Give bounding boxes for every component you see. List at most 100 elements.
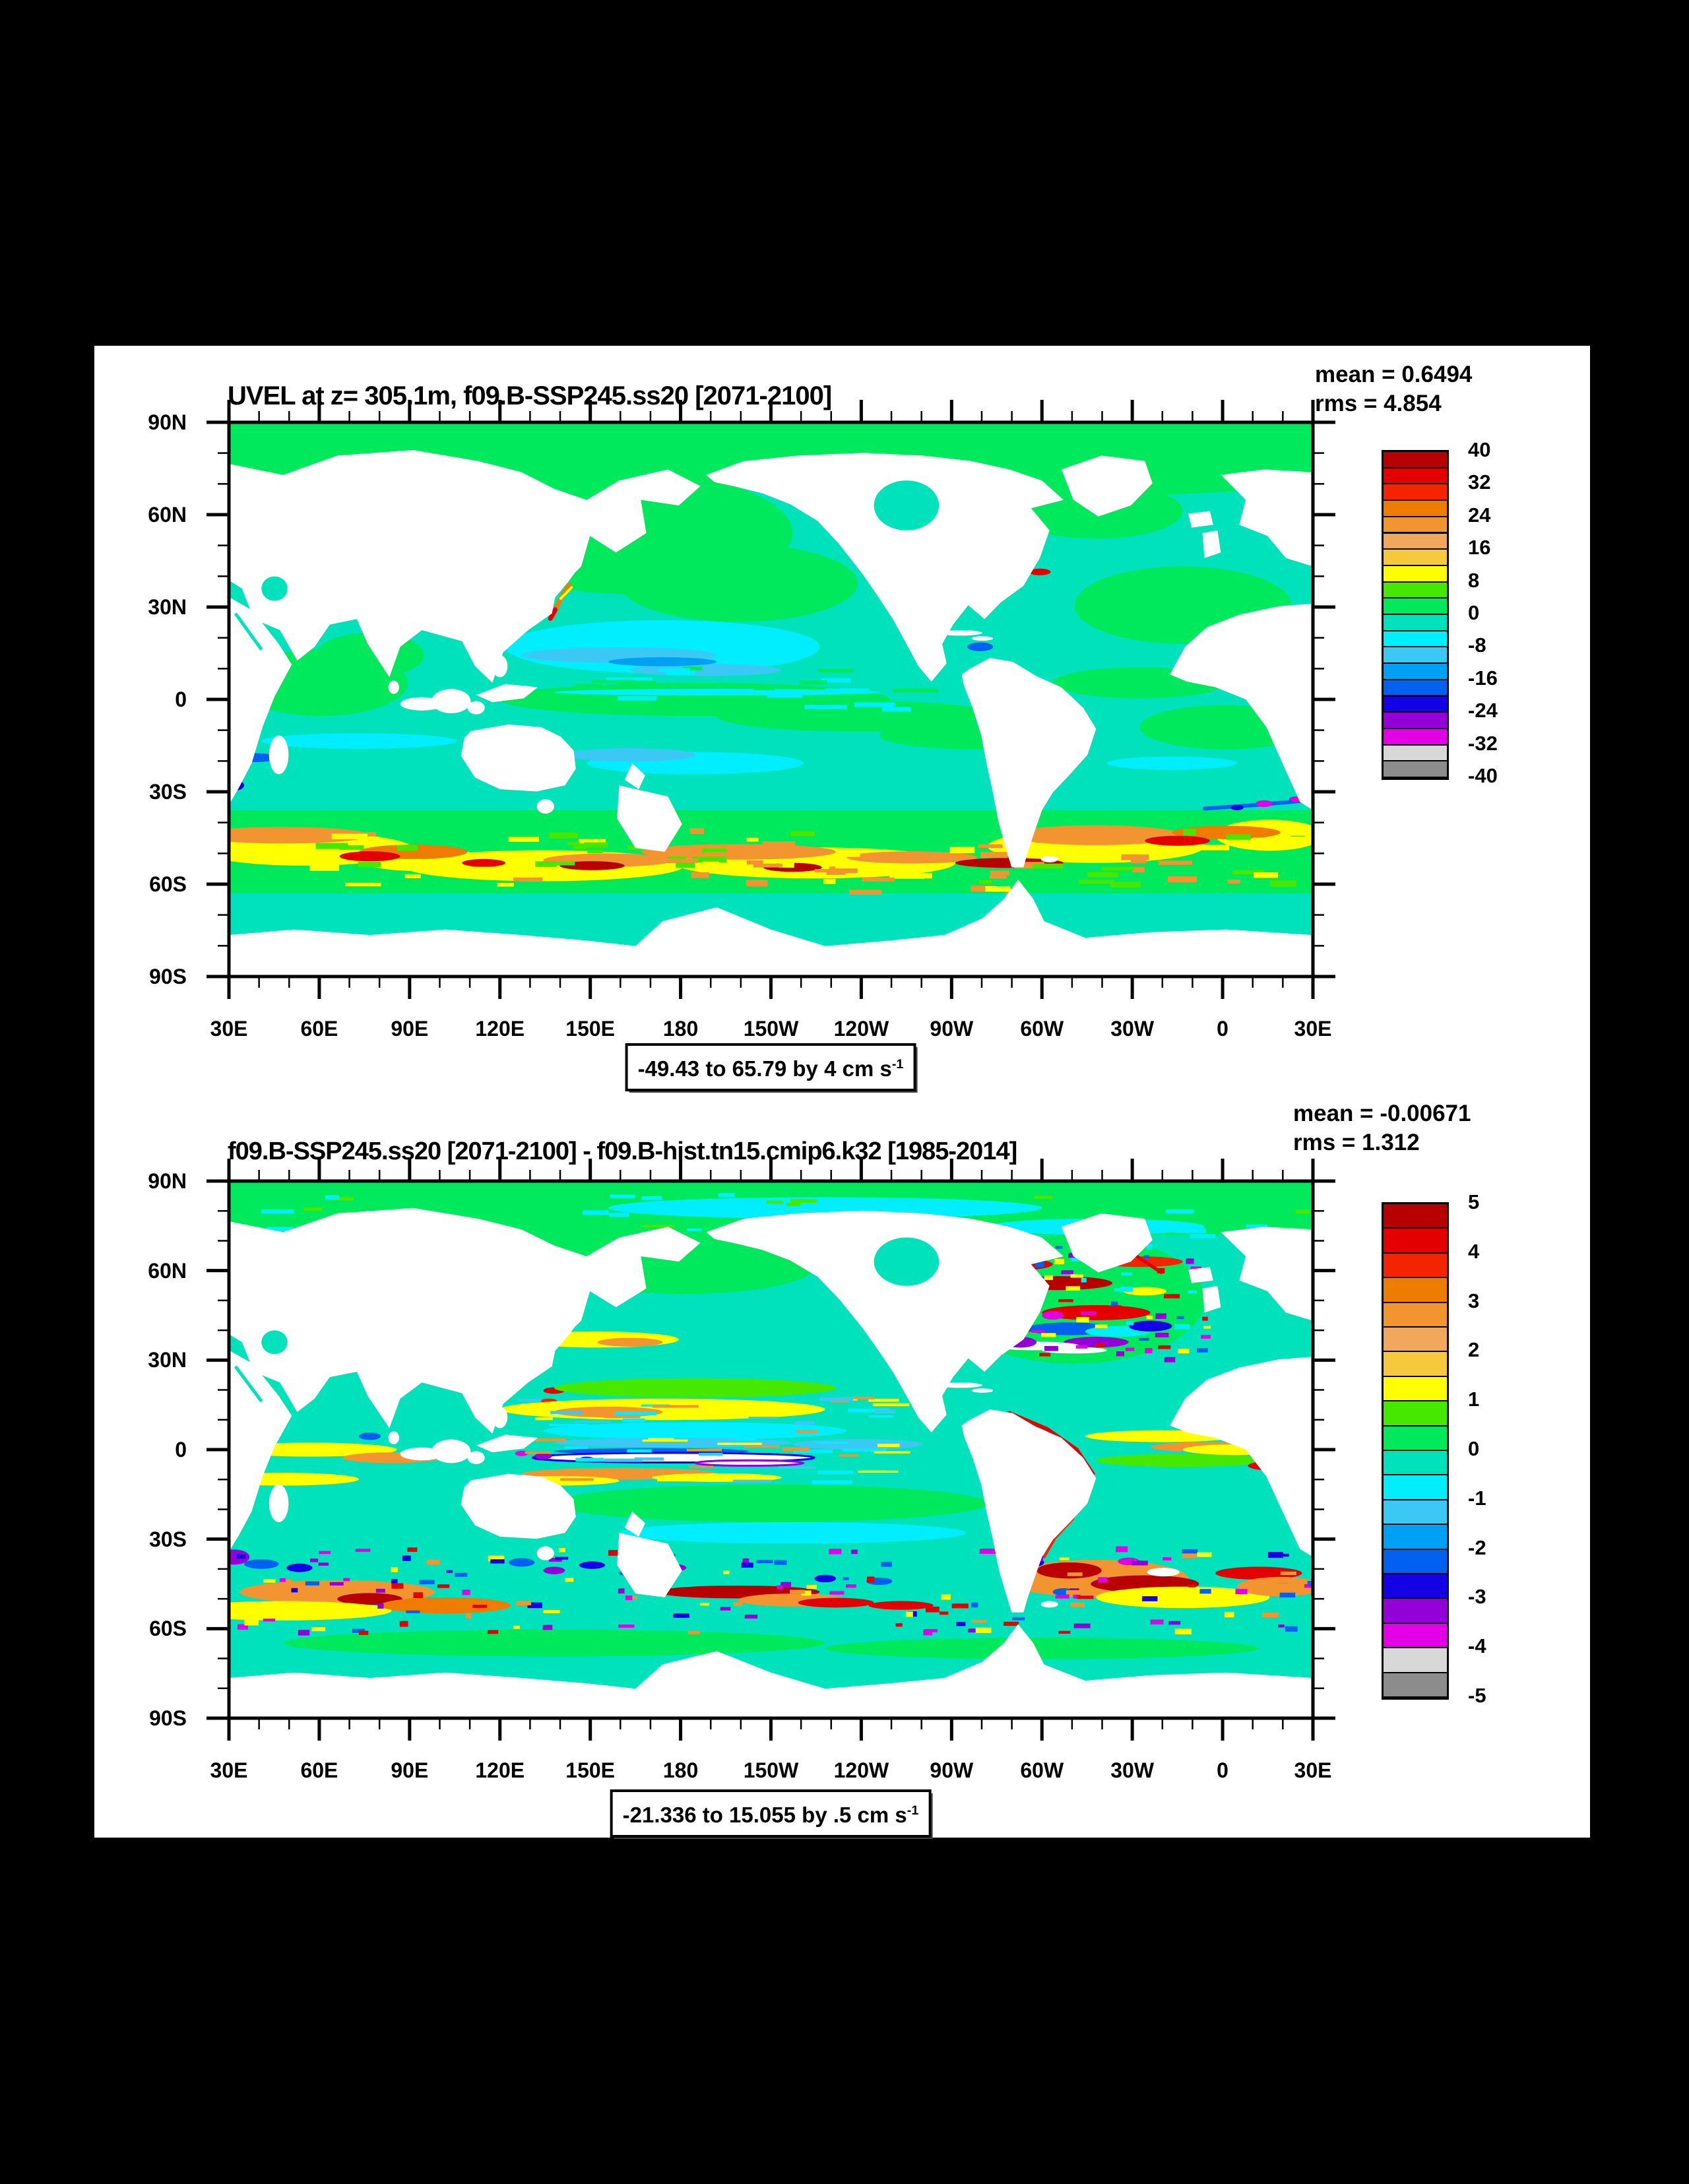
lon-label-3-120E: 120E bbox=[475, 1017, 525, 1041]
stats-block-bottom: mean = -0.00671 rms = 1.312 bbox=[1293, 1099, 1471, 1157]
lat-label-0: 0 bbox=[175, 1438, 187, 1461]
colorbar-cell-9 bbox=[1384, 598, 1447, 615]
lat-label-90N: 90N bbox=[148, 1169, 187, 1193]
range-caption-text-top: -49.43 to 65.79 by 4 cm s bbox=[637, 1056, 892, 1081]
lon-label-0-30E: 30E bbox=[210, 1017, 248, 1041]
colorbar-cell-17 bbox=[1384, 1623, 1447, 1649]
colorbar-cell-11 bbox=[1384, 1475, 1447, 1500]
colorbar-cell-19 bbox=[1384, 1673, 1447, 1698]
rms-value-bottom: rms = 1.312 bbox=[1293, 1130, 1420, 1155]
range-caption-bottom: -21.336 to 15.055 by .5 cm s-1 bbox=[610, 1789, 932, 1838]
world-map-bottom bbox=[207, 1159, 1335, 1741]
lon-label-11-0: 0 bbox=[1217, 1017, 1228, 1041]
colorbar-label--32: -32 bbox=[1468, 731, 1498, 755]
colorbar-label--3: -3 bbox=[1468, 1585, 1486, 1609]
colorbar-label-0: 0 bbox=[1468, 601, 1480, 624]
lat-label-90S: 90S bbox=[149, 965, 187, 988]
lon-label-11-0: 0 bbox=[1217, 1758, 1228, 1782]
lat-label-60N: 60N bbox=[148, 1258, 187, 1283]
range-caption-top: -49.43 to 65.79 by 4 cm s-1 bbox=[625, 1043, 916, 1091]
lon-label-1-60E: 60E bbox=[300, 1758, 338, 1782]
lon-label-2-90E: 90E bbox=[391, 1758, 429, 1782]
colorbar-cell-0 bbox=[1384, 452, 1447, 468]
colorbar-cell-7 bbox=[1384, 1376, 1447, 1402]
colorbar-cell-14 bbox=[1384, 680, 1447, 697]
lon-label-10-30W: 30W bbox=[1110, 1758, 1155, 1782]
world-map-top bbox=[207, 400, 1335, 999]
lon-label-5-180: 180 bbox=[662, 1758, 699, 1782]
lon-label-12-30E: 30E bbox=[1294, 1017, 1332, 1041]
colorbar-cell-12 bbox=[1384, 1500, 1447, 1526]
colorbar-label--5: -5 bbox=[1468, 1684, 1486, 1707]
colorbar-label--40: -40 bbox=[1468, 764, 1498, 787]
lon-label-7-120W: 120W bbox=[833, 1758, 889, 1782]
colorbar-label--24: -24 bbox=[1468, 699, 1498, 723]
colorbar-cell-6 bbox=[1384, 550, 1447, 566]
colorbar-cell-16 bbox=[1384, 1599, 1447, 1624]
colorbar-cell-10 bbox=[1384, 1451, 1447, 1476]
range-caption-text-bottom: -21.336 to 15.055 by .5 cm s bbox=[622, 1803, 907, 1827]
colorbar-cell-4 bbox=[1384, 517, 1447, 534]
lon-label-1-60E: 60E bbox=[300, 1017, 338, 1041]
colorbar-label-3: 3 bbox=[1468, 1289, 1480, 1312]
colorbar-cell-1 bbox=[1384, 1229, 1447, 1254]
colorbar-cell-13 bbox=[1384, 664, 1447, 680]
colorbar-cell-15 bbox=[1384, 696, 1447, 713]
colorbar-cell-13 bbox=[1384, 1525, 1447, 1550]
lat-label-30N: 30N bbox=[148, 595, 187, 619]
colorbar-cell-12 bbox=[1384, 647, 1447, 664]
colorbar-cell-16 bbox=[1384, 713, 1447, 729]
plot-title-bottom: f09.B-SSP245.ss20 [2071-2100] - f09.B-hi… bbox=[228, 1138, 1017, 1165]
lon-label-6-150W: 150W bbox=[743, 1017, 799, 1041]
lat-label-90N: 90N bbox=[148, 410, 187, 434]
colorbar-label--8: -8 bbox=[1468, 633, 1486, 657]
lon-label-6-150W: 150W bbox=[743, 1758, 799, 1782]
lon-label-12-30E: 30E bbox=[1294, 1758, 1332, 1782]
colorbar-bottom bbox=[1382, 1202, 1449, 1700]
mean-value-bottom: mean = -0.00671 bbox=[1293, 1101, 1471, 1126]
colorbar-cell-18 bbox=[1384, 1648, 1447, 1673]
colorbar-cell-17 bbox=[1384, 728, 1447, 746]
colorbar-cell-4 bbox=[1384, 1302, 1447, 1328]
plot-title-top: UVEL at z= 305.1m, f09.B-SSP245.ss20 [20… bbox=[228, 381, 832, 410]
range-caption-sup-bottom: -1 bbox=[907, 1803, 919, 1818]
lon-label-3-120E: 120E bbox=[475, 1758, 525, 1782]
colorbar-cell-7 bbox=[1384, 565, 1447, 583]
lon-label-0-30E: 30E bbox=[210, 1758, 248, 1782]
colorbar-label-0: 0 bbox=[1468, 1437, 1480, 1460]
figure-panel: UVEL at z= 305.1m, f09.B-SSP245.ss20 [20… bbox=[94, 346, 1590, 1838]
colorbar-label--4: -4 bbox=[1468, 1634, 1486, 1658]
colorbar-label--2: -2 bbox=[1468, 1535, 1486, 1559]
colorbar-cell-2 bbox=[1384, 1253, 1447, 1279]
stats-block-top: mean = 0.6494 rms = 4.854 bbox=[1315, 360, 1472, 418]
colorbar-cell-2 bbox=[1384, 484, 1447, 501]
lon-label-9-60W: 60W bbox=[1020, 1758, 1064, 1782]
lat-label-30N: 30N bbox=[148, 1348, 187, 1372]
colorbar-label-16: 16 bbox=[1468, 536, 1491, 560]
colorbar-label-40: 40 bbox=[1468, 438, 1491, 461]
lon-label-4-150E: 150E bbox=[565, 1758, 616, 1782]
colorbar-label-32: 32 bbox=[1468, 470, 1491, 494]
colorbar-cell-19 bbox=[1384, 761, 1447, 778]
lon-label-8-90W: 90W bbox=[930, 1758, 974, 1782]
colorbar-cell-10 bbox=[1384, 615, 1447, 631]
lon-label-9-60W: 60W bbox=[1020, 1017, 1064, 1041]
colorbar-cell-5 bbox=[1384, 1328, 1447, 1353]
colorbar-cell-18 bbox=[1384, 745, 1447, 762]
colorbar-cell-5 bbox=[1384, 533, 1447, 550]
colorbar-label-4: 4 bbox=[1468, 1239, 1480, 1263]
colorbar-label--16: -16 bbox=[1468, 666, 1498, 690]
colorbar-top bbox=[1382, 450, 1449, 780]
colorbar-cell-1 bbox=[1384, 468, 1447, 485]
lon-label-10-30W: 30W bbox=[1110, 1017, 1155, 1041]
colorbar-label--1: -1 bbox=[1468, 1486, 1486, 1510]
colorbar-label-5: 5 bbox=[1468, 1190, 1480, 1213]
colorbar-label-2: 2 bbox=[1468, 1338, 1480, 1362]
lon-label-2-90E: 90E bbox=[391, 1017, 429, 1041]
colorbar-label-24: 24 bbox=[1468, 503, 1491, 527]
colorbar-cell-14 bbox=[1384, 1549, 1447, 1574]
lat-label-60N: 60N bbox=[148, 503, 187, 527]
colorbar-cell-8 bbox=[1384, 582, 1447, 599]
lat-label-60S: 60S bbox=[149, 1617, 187, 1641]
